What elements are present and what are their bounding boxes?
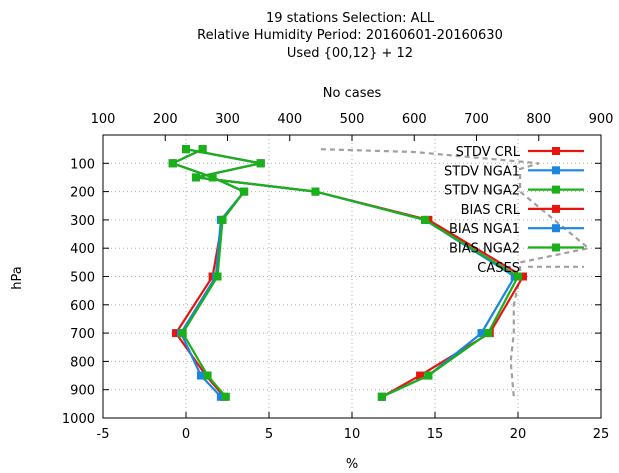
- data-point-bias-nga2: [377, 392, 386, 401]
- data-point-bias-crl: [416, 371, 425, 380]
- x2-tick-label: 500: [340, 112, 365, 127]
- x2-tick-label: 200: [153, 112, 178, 127]
- data-point-bias-nga2: [514, 272, 522, 281]
- data-point-bias-nga2: [256, 159, 265, 168]
- x-tick-label: 5: [265, 427, 273, 442]
- legend: STDV CRL STDV NGA1 STDV NGA2 BIAS CRL BIAS N…: [444, 145, 584, 276]
- y-tick-label: 400: [70, 242, 95, 257]
- title-line-2: Relative Humidity Period: 20160601-20160…: [197, 28, 503, 43]
- y-tick-label: 700: [70, 327, 95, 342]
- data-point-bias-nga2: [484, 329, 493, 338]
- y-tick-label: 500: [70, 271, 95, 286]
- y-axis-label: hPa: [10, 266, 25, 289]
- x2-tick-label: 300: [215, 112, 240, 127]
- title-line-1: 19 stations Selection: ALL: [266, 11, 435, 26]
- grid: [103, 135, 601, 418]
- y-tick-label: 1000: [62, 412, 95, 427]
- data-point-stdv-crl: [172, 329, 181, 338]
- data-point-bias-crl: [518, 272, 527, 281]
- data-point-stdv-nga2: [240, 187, 249, 196]
- legend-marker-bias-nga1: [552, 224, 560, 233]
- data-point-stdv-nga2: [213, 272, 222, 281]
- data-point-bias-nga2: [421, 215, 430, 224]
- series-line-cases: [320, 148, 591, 397]
- series-line-stdv-nga2: [169, 148, 246, 398]
- x-tick-label: -5: [97, 427, 110, 442]
- x-tick-label: 15: [427, 427, 444, 442]
- title-line-3: Used {00,12} + 12: [287, 46, 413, 61]
- data-point-stdv-nga2: [221, 392, 230, 401]
- plot-frame: [102, 134, 602, 419]
- x2-tick-label: 600: [402, 112, 427, 127]
- data-point-bias-nga2: [424, 371, 433, 380]
- y-tick-label: 800: [70, 355, 95, 370]
- data-point-stdv-nga2: [168, 159, 177, 168]
- y-tick-label: 600: [70, 299, 95, 314]
- data-point-stdv-nga2: [198, 145, 207, 154]
- data-point-stdv-nga2: [208, 173, 217, 182]
- x2-tick-label: 900: [589, 112, 614, 127]
- data-point-bias-nga2: [182, 145, 190, 154]
- legend-marker-bias-nga2: [552, 243, 560, 252]
- data-point-stdv-nga2: [203, 371, 212, 380]
- legend-label-stdv-nga1: STDV NGA1: [444, 164, 520, 179]
- legend-label-bias-crl: BIAS CRL: [461, 203, 521, 218]
- legend-label-stdv-crl: STDV CRL: [456, 145, 521, 160]
- legend-marker-stdv-nga1: [552, 166, 560, 175]
- ticks: -5 0 5 10 15 20 25 100 200 300 400 500 600 700 800 900 1…: [62, 112, 614, 442]
- x2-tick-label: 700: [464, 112, 489, 127]
- top-axis-label: No cases: [323, 86, 382, 101]
- chart-title: 19 stations Selection: ALL Relative Humi…: [197, 11, 503, 61]
- x-tick-label: 25: [593, 427, 610, 442]
- y-tick-label: 100: [70, 157, 95, 172]
- x-tick-label: 10: [344, 427, 361, 442]
- data-point-bias-nga2: [191, 173, 200, 182]
- x2-tick-label: 400: [277, 112, 302, 127]
- y-tick-label: 300: [70, 214, 95, 229]
- legend-label-stdv-nga2: STDV NGA2: [444, 184, 520, 199]
- legend-marker-stdv-nga2: [552, 185, 560, 194]
- data-point-stdv-nga1: [216, 392, 225, 401]
- data-point-bias-nga1: [477, 329, 486, 338]
- x2-tick-label: 100: [91, 112, 116, 127]
- x2-tick-label: 800: [526, 112, 551, 127]
- series-layer: [168, 145, 591, 401]
- y-tick-label: 200: [70, 186, 95, 201]
- legend-marker-bias-crl: [552, 204, 560, 213]
- x-tick-label: 20: [510, 427, 527, 442]
- x-axis-label: %: [346, 457, 358, 472]
- y-tick-label: 900: [70, 384, 95, 399]
- data-point-stdv-nga2: [178, 329, 187, 338]
- data-point-stdv-nga2: [218, 215, 227, 224]
- legend-label-cases: CASES: [477, 261, 520, 276]
- legend-marker-stdv-crl: [552, 147, 560, 155]
- legend-label-bias-nga1: BIAS NGA1: [449, 222, 520, 237]
- data-point-stdv-nga1: [196, 371, 205, 380]
- x-tick-label: 0: [182, 427, 190, 442]
- data-point-bias-nga2: [311, 187, 320, 196]
- legend-label-bias-nga2: BIAS NGA2: [449, 242, 520, 257]
